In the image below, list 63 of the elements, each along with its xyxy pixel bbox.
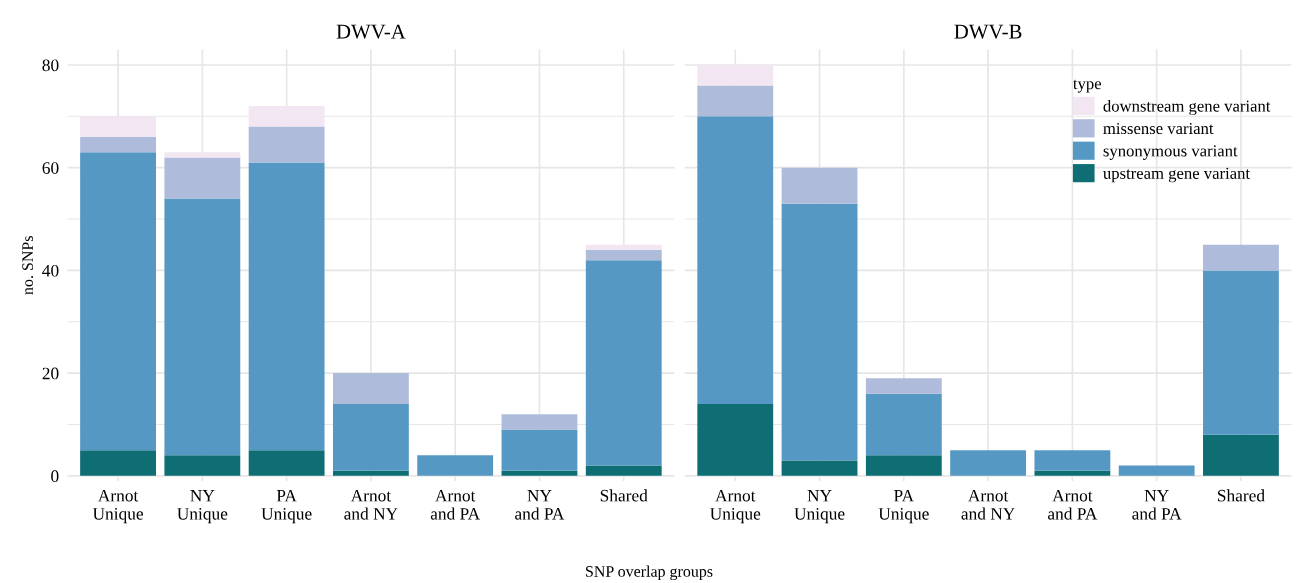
bar xyxy=(248,162,325,451)
chart-title: DWV-B xyxy=(954,24,1022,39)
x-tick-label: Arnot and PA xyxy=(1047,489,1098,520)
legend-label: missense variant xyxy=(1103,122,1214,135)
bar xyxy=(332,470,409,476)
bar xyxy=(1203,270,1279,435)
x-axis-title: SNP overlap groups xyxy=(586,565,713,581)
bar xyxy=(1034,450,1111,471)
y-axis-title: no. SNPs xyxy=(22,236,34,295)
bar xyxy=(1203,434,1279,476)
bar xyxy=(1034,470,1111,476)
x-tick-label: Arnot Unique xyxy=(92,489,144,524)
x-tick-label: PA Unique xyxy=(261,489,312,524)
bar xyxy=(585,249,662,261)
bar xyxy=(501,414,578,430)
bar xyxy=(164,455,241,476)
bar xyxy=(585,465,662,476)
bar xyxy=(248,126,325,163)
bar xyxy=(332,373,409,404)
x-tick-label: NY and PA xyxy=(1132,489,1182,520)
y-tick-label: 20 xyxy=(42,367,59,380)
bar xyxy=(585,260,662,466)
x-tick-label: Arnot and PA xyxy=(430,489,481,520)
y-tick-label: 80 xyxy=(42,59,59,72)
legend-label: upstream gene variant xyxy=(1103,167,1250,183)
y-tick-label: 0 xyxy=(51,470,59,483)
bar xyxy=(697,403,774,476)
bar xyxy=(865,393,942,456)
bar xyxy=(1118,465,1195,476)
bar xyxy=(865,378,942,394)
x-tick-label: Shared xyxy=(1218,489,1265,502)
bar xyxy=(164,198,241,456)
bar xyxy=(332,403,409,471)
bar xyxy=(697,85,774,117)
x-tick-label: NY Unique xyxy=(794,489,845,524)
bar xyxy=(417,455,494,476)
x-tick-label: NY Unique xyxy=(177,489,228,524)
y-tick-label: 60 xyxy=(42,162,59,174)
x-tick-label: PA Unique xyxy=(878,489,929,524)
legend-label: downstream gene variant xyxy=(1103,99,1271,116)
bar xyxy=(865,455,942,476)
bar xyxy=(1203,244,1279,271)
x-tick-label: Shared xyxy=(600,489,648,502)
bar xyxy=(781,203,858,461)
legend-label: synonymous variant xyxy=(1103,145,1238,160)
x-tick-label: Arnot and NY xyxy=(344,489,398,520)
bar xyxy=(80,152,156,451)
x-tick-label: Arnot and NY xyxy=(961,489,1015,520)
bar xyxy=(164,157,241,199)
bar xyxy=(950,450,1027,476)
chart-title: DWV-A xyxy=(336,24,406,39)
x-tick-label: NY and PA xyxy=(515,489,565,520)
y-tick-label: 40 xyxy=(42,264,59,277)
bar xyxy=(80,136,156,153)
bar xyxy=(697,116,774,404)
x-tick-label: Arnot Unique xyxy=(710,489,761,524)
bar xyxy=(501,470,578,476)
bar xyxy=(781,460,858,476)
bar xyxy=(501,429,578,471)
legend-title: type xyxy=(1073,79,1102,93)
bar xyxy=(781,167,858,204)
bar xyxy=(80,450,156,476)
bar xyxy=(248,450,325,476)
